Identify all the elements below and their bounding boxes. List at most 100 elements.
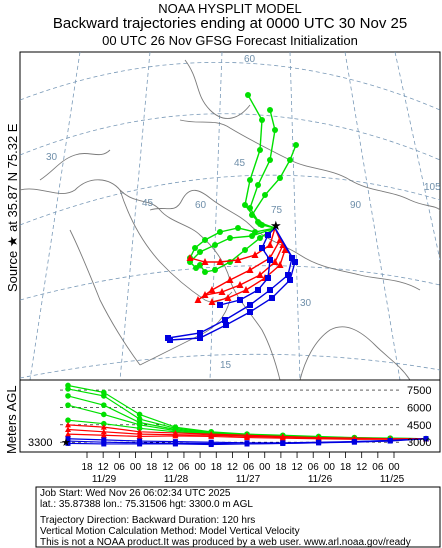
y-tick-label: 7500 bbox=[407, 385, 431, 397]
map-point bbox=[271, 258, 279, 265]
map-point bbox=[212, 242, 218, 248]
map-point bbox=[265, 275, 271, 281]
border-russia bbox=[184, 59, 251, 119]
map-point bbox=[247, 205, 253, 211]
data-point bbox=[137, 441, 143, 447]
map-point bbox=[247, 309, 253, 315]
map-point bbox=[218, 288, 226, 295]
data-point bbox=[208, 442, 214, 448]
map-point bbox=[197, 330, 203, 336]
map-point bbox=[242, 247, 248, 253]
data-point bbox=[244, 441, 250, 447]
data-point bbox=[65, 426, 71, 432]
altitude-x-ticks: 18 12 06 00 18 12 06 00 18 12 06 00 18 12 06 00 18 12 06 00… bbox=[81, 452, 405, 485]
map-point bbox=[285, 272, 291, 278]
map-point bbox=[265, 232, 271, 238]
data-point bbox=[100, 432, 107, 438]
map-point bbox=[276, 261, 284, 268]
map-point bbox=[259, 117, 265, 123]
map-point bbox=[194, 296, 202, 303]
map-point bbox=[245, 92, 251, 98]
lon-label-60: 60 bbox=[195, 200, 207, 211]
lat-label-30: 30 bbox=[300, 298, 312, 309]
map-point bbox=[269, 295, 275, 301]
map-point bbox=[287, 277, 293, 283]
data-point bbox=[100, 424, 107, 430]
map-point bbox=[249, 233, 255, 239]
map-point bbox=[267, 287, 273, 293]
map-point bbox=[281, 246, 289, 253]
map-point bbox=[277, 175, 283, 181]
map-point bbox=[217, 229, 223, 235]
coastline-bay bbox=[299, 326, 411, 380]
vertical-method-text: Vertical Motion Calculation Method: Mode… bbox=[40, 526, 300, 537]
altitude-y-ticks: 3000 4500 6000 7500 bbox=[407, 385, 431, 449]
x-tick-label: 18 bbox=[340, 462, 352, 473]
map-point bbox=[222, 317, 228, 323]
x-tick-label: 06 bbox=[372, 462, 384, 473]
map-point bbox=[224, 294, 232, 301]
border-north bbox=[179, 119, 440, 211]
data-point bbox=[280, 440, 286, 446]
map-point bbox=[292, 259, 298, 265]
data-point bbox=[65, 386, 71, 392]
map-point bbox=[242, 286, 250, 293]
disclaimer-text: This is not a NOAA product.It was produc… bbox=[40, 537, 411, 548]
lon-label-75: 75 bbox=[271, 205, 283, 216]
map-point bbox=[256, 271, 264, 278]
date-label: 11/29 bbox=[92, 474, 117, 485]
data-point bbox=[65, 417, 71, 424]
altitude-series bbox=[65, 382, 429, 448]
map-point bbox=[249, 212, 255, 218]
map-point bbox=[236, 281, 244, 288]
map-point bbox=[202, 237, 208, 243]
map-point bbox=[259, 245, 265, 251]
x-tick-label: 00 bbox=[195, 462, 207, 473]
data-point bbox=[101, 441, 107, 447]
map-point bbox=[255, 182, 261, 188]
x-tick-label: 12 bbox=[291, 462, 303, 473]
map-point bbox=[267, 107, 273, 113]
lat-line-30 bbox=[20, 265, 440, 301]
x-tick-label: 18 bbox=[211, 462, 223, 473]
y-tick-label: 3000 bbox=[407, 437, 431, 449]
data-point bbox=[208, 433, 215, 439]
job-start-text: Job Start: Wed Nov 26 06:02:34 UTC 2025 bbox=[40, 488, 231, 499]
y-tick-label: 4500 bbox=[407, 420, 431, 432]
map-point bbox=[201, 291, 209, 298]
x-tick-label: 18 bbox=[146, 462, 158, 473]
x-tick-label: 06 bbox=[308, 462, 320, 473]
x-tick-label: 12 bbox=[356, 462, 368, 473]
lat-label-60: 60 bbox=[244, 54, 256, 65]
data-point bbox=[316, 440, 322, 446]
data-point bbox=[387, 438, 393, 444]
direction-text: Trajectory Direction: Backward Duration:… bbox=[40, 515, 256, 526]
map-point bbox=[223, 322, 229, 328]
data-point bbox=[101, 411, 107, 418]
map-point bbox=[208, 298, 216, 305]
y-tick-label: 6000 bbox=[407, 402, 431, 414]
data-point bbox=[65, 440, 71, 446]
data-point bbox=[101, 393, 107, 399]
data-point bbox=[65, 421, 71, 428]
lon-label-90: 90 bbox=[350, 200, 362, 211]
map-point bbox=[197, 335, 203, 341]
x-tick-label: 00 bbox=[324, 462, 336, 473]
lon-line-105 bbox=[394, 52, 440, 261]
map-trajectories bbox=[165, 92, 299, 343]
x-tick-label: 12 bbox=[98, 462, 110, 473]
map-point bbox=[267, 157, 273, 163]
data-point bbox=[65, 402, 71, 408]
x-tick-label: 06 bbox=[178, 462, 190, 473]
map-point bbox=[235, 225, 241, 231]
lon-label-45: 45 bbox=[142, 198, 154, 209]
map-point bbox=[186, 254, 194, 261]
source-marker: ★ bbox=[270, 218, 282, 233]
data-point bbox=[101, 402, 107, 408]
map-point bbox=[216, 258, 224, 265]
lon-line-45 bbox=[119, 52, 151, 380]
map-point bbox=[227, 259, 233, 265]
map-point bbox=[197, 262, 203, 268]
map-point bbox=[255, 287, 261, 293]
